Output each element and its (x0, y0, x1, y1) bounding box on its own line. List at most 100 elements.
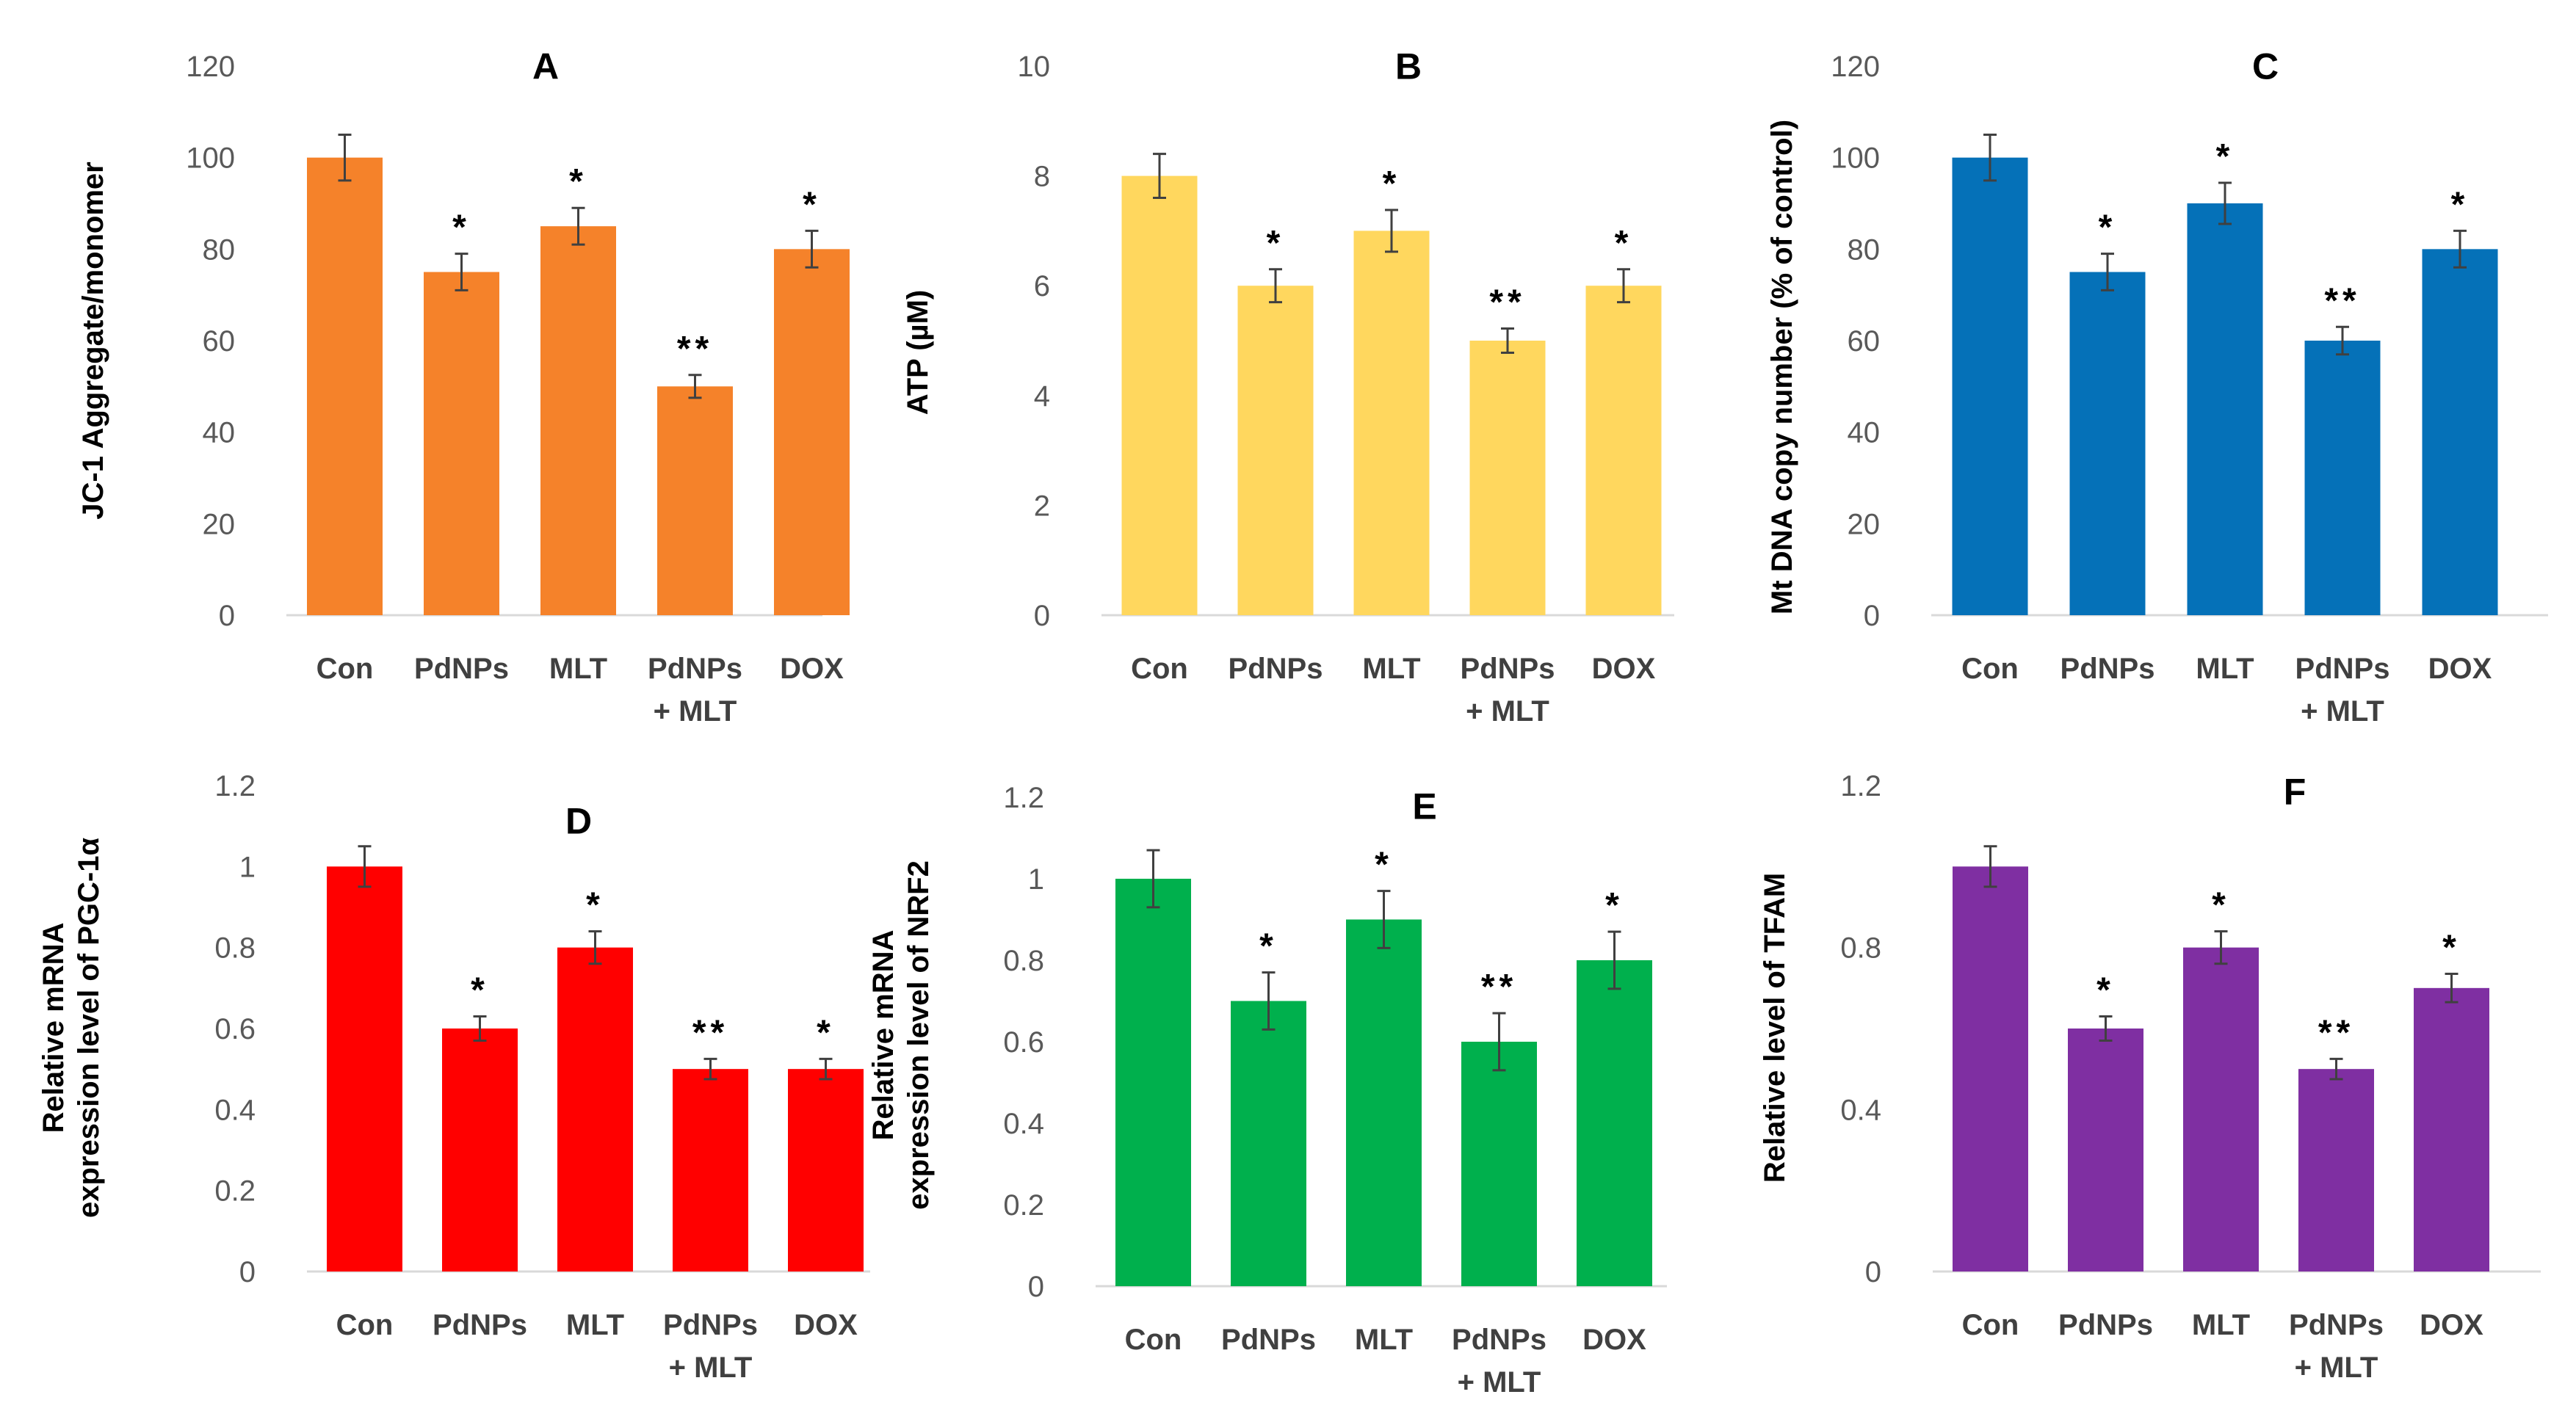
significance-marker: * (817, 1013, 835, 1052)
bar-mlt (2183, 947, 2259, 1272)
y-tick-label: 0 (239, 1256, 256, 1288)
y-axis-label: JC-1 Aggregate/monomer (77, 162, 109, 520)
y-tick-label: 1.2 (214, 770, 256, 802)
significance-marker: * (471, 971, 489, 1009)
significance-marker: * (2216, 137, 2235, 176)
chart-panel-d: D Relative mRNA expression level of PGC-1α… (37, 770, 870, 1384)
x-category-label: MLT (549, 653, 607, 685)
y-tick-label: 0.6 (1003, 1026, 1044, 1059)
significance-marker: * (2212, 886, 2230, 925)
significance-marker: ** (1489, 283, 1525, 322)
y-tick-label: 100 (1831, 142, 1880, 175)
y-tick-label: 60 (203, 325, 236, 358)
bar-dox (2422, 249, 2498, 615)
chart-panel-a: A JC-1 Aggregate/monomer 0 20 40 60 80 100 120 Co… (77, 46, 850, 728)
bar-dox (774, 249, 850, 615)
y-tick-label: 0.4 (1840, 1094, 1881, 1126)
x-category-label: PdNPs (414, 653, 509, 685)
bar-pdnps (2068, 1029, 2143, 1272)
bar-con (1121, 175, 1198, 616)
y-tick-label: 0 (1864, 600, 1880, 632)
significance-marker: ** (692, 1013, 728, 1052)
x-category-label: MLT (566, 1309, 624, 1341)
x-category-label: PdNPs + MLT (663, 1309, 758, 1384)
x-category-label: PdNPs + MLT (2295, 653, 2390, 728)
y-tick-label: 120 (186, 51, 235, 83)
y-tick-label: 0.2 (1003, 1189, 1044, 1222)
x-category-label: PdNPs + MLT (1461, 653, 1555, 728)
y-tick-label: 6 (1034, 270, 1050, 302)
bar-pdnps-mlt (1461, 1042, 1537, 1286)
bar-mlt (540, 226, 616, 616)
bar-dox (2414, 987, 2489, 1272)
y-tick-label: 1.2 (1003, 782, 1044, 814)
y-tick-label: 40 (203, 417, 236, 449)
x-category-label: PdNPs (2058, 1309, 2153, 1341)
x-category-label: Con (316, 653, 374, 685)
significance-marker: * (1605, 886, 1624, 925)
y-axis-label: Relative mRNA expression level of NRF2 (867, 860, 935, 1210)
significance-marker: ** (2318, 1013, 2354, 1052)
y-axis-label: Relative mRNA expression level of PGC-1α (37, 838, 105, 1219)
y-tick-label: 20 (203, 508, 236, 540)
bar-pdnps (1231, 1001, 1306, 1286)
significance-marker: * (1615, 224, 1633, 263)
significance-marker: * (569, 162, 587, 201)
x-category-label: DOX (1582, 1324, 1646, 1356)
x-category-label: Con (336, 1309, 394, 1341)
x-category-label: PdNPs + MLT (2289, 1309, 2384, 1384)
significance-marker: * (586, 886, 604, 925)
y-tick-label: 2 (1034, 490, 1050, 522)
bar-con (1953, 866, 2028, 1272)
significance-marker: * (1267, 224, 1285, 263)
chart-title: E (1412, 786, 1436, 827)
significance-marker: * (803, 185, 821, 224)
y-tick-label: 80 (1848, 233, 1881, 266)
chart-panel-c: C Mt DNA copy number (% of control) 0 20 40 6… (1766, 46, 2548, 728)
bar-pdnps (424, 272, 499, 615)
significance-marker: * (452, 208, 471, 247)
chart-panel-f: F Relative level of TFAM 0 0.4 0.8 1.2 Con * PdN… (1759, 770, 2541, 1384)
bar-mlt (1353, 231, 1430, 615)
y-tick-label: 1.2 (1840, 770, 1881, 802)
y-tick-label: 120 (1831, 51, 1880, 83)
significance-marker: * (2451, 185, 2470, 224)
y-tick-label: 0.8 (1840, 932, 1881, 965)
significance-marker: * (2099, 208, 2117, 247)
y-tick-label: 20 (1848, 508, 1881, 540)
bar-con (307, 157, 383, 615)
significance-marker: * (2442, 929, 2461, 968)
bar-con (1115, 879, 1191, 1286)
bar-dox (1577, 960, 1652, 1286)
y-tick-label: 80 (203, 233, 236, 266)
bar-pdnps-mlt (2304, 341, 2381, 615)
significance-marker: * (2096, 971, 2115, 1009)
x-category-label: MLT (1362, 653, 1420, 685)
y-tick-label: 100 (186, 142, 235, 175)
x-category-label: Con (1961, 653, 2019, 685)
x-category-label: DOX (2428, 653, 2492, 685)
significance-marker: ** (677, 330, 713, 369)
x-category-label: MLT (2192, 1309, 2250, 1341)
significance-marker: ** (2324, 281, 2360, 320)
chart-title: D (565, 801, 592, 842)
bar-mlt (1346, 919, 1422, 1286)
bar-pdnps-mlt (657, 386, 733, 615)
bar-mlt (2187, 203, 2263, 615)
x-category-label: Con (1962, 1309, 2019, 1341)
x-category-label: PdNPs (1229, 653, 1323, 685)
bar-pdnps (442, 1029, 518, 1272)
x-category-label: PdNPs + MLT (648, 653, 742, 728)
chart-title: F (2284, 772, 2307, 813)
y-tick-label: 0.6 (214, 1013, 256, 1045)
bar-pdnps (1237, 286, 1314, 615)
x-category-label: PdNPs (1221, 1324, 1316, 1356)
significance-marker: * (1383, 164, 1401, 203)
y-tick-label: 0 (1865, 1256, 1881, 1288)
y-tick-label: 4 (1034, 380, 1050, 413)
x-category-label: MLT (1355, 1324, 1413, 1356)
y-tick-label: 40 (1848, 417, 1881, 449)
bar-pdnps-mlt (673, 1069, 748, 1272)
x-category-label: PdNPs (433, 1309, 527, 1341)
